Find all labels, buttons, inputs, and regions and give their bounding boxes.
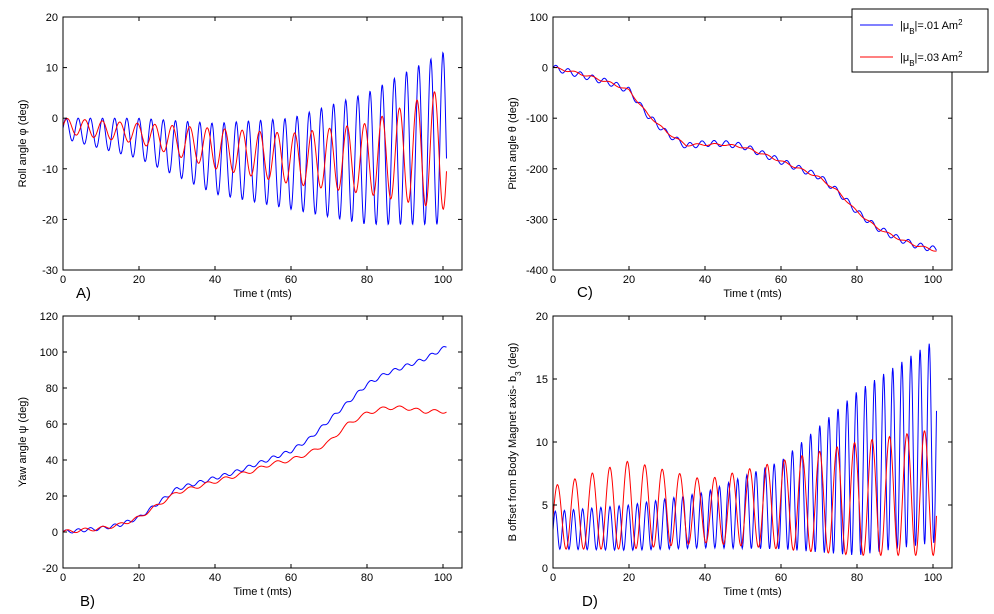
legend-sup: 2 — [958, 18, 963, 27]
x-tick-label: 0 — [60, 274, 66, 286]
panel-label: C) — [577, 284, 593, 301]
y-axis-label-tail: (deg) — [507, 343, 519, 372]
legend-entry-label: |μB|=.03 Am2 — [900, 50, 963, 68]
series-line-blue — [63, 51, 447, 226]
y-tick-label: 0 — [542, 63, 548, 75]
x-tick-label: 100 — [434, 572, 452, 584]
x-tick-label: 20 — [623, 274, 635, 286]
x-tick-label: 100 — [924, 572, 942, 584]
y-tick-label: 0 — [542, 563, 548, 575]
y-axis-label: Pitch angle θ (deg) — [507, 97, 519, 189]
x-tick-label: 80 — [851, 572, 863, 584]
y-tick-label: 5 — [542, 500, 548, 512]
plot-frame — [552, 16, 953, 271]
series-line-red — [553, 430, 937, 557]
panel-label: D) — [582, 593, 598, 610]
panel-label: B) — [80, 593, 95, 610]
panel-d: 0 20 40 60 80 100 0 5 10 15 20 Time t (mts) B offset… — [507, 311, 953, 610]
x-tick-label: 20 — [133, 274, 145, 286]
x-tick-label: 80 — [361, 274, 373, 286]
series-line-red — [63, 405, 447, 534]
legend-mu: μ — [903, 52, 909, 64]
x-tick-label: 100 — [924, 274, 942, 286]
legend-mu: μ — [903, 20, 909, 32]
x-axis-label: Time t (mts) — [233, 288, 291, 300]
y-tick-label: -20 — [42, 563, 58, 575]
x-tick-label: 40 — [209, 572, 221, 584]
y-tick-label: -300 — [526, 214, 548, 226]
x-tick-label: 100 — [434, 274, 452, 286]
y-axis-label-sub: 3 — [514, 371, 523, 376]
y-tick-label: 20 — [536, 311, 548, 323]
legend-sup: 2 — [958, 50, 963, 59]
x-axis-label: Time t (mts) — [233, 586, 291, 598]
x-tick-label: 0 — [550, 572, 556, 584]
y-tick-label: 0 — [52, 527, 58, 539]
y-tick-label: -20 — [42, 214, 58, 226]
y-tick-label: 100 — [40, 347, 58, 359]
y-tick-label: 15 — [536, 374, 548, 386]
x-axis-label: Time t (mts) — [723, 288, 781, 300]
y-axis-label-main: B offset from Body Magnet axis- b — [507, 376, 519, 541]
legend-sub: B — [909, 27, 914, 36]
x-tick-label: 40 — [699, 274, 711, 286]
series-line-blue — [553, 64, 937, 252]
y-tick-label: 100 — [530, 12, 548, 24]
plot-frame — [62, 16, 463, 271]
legend-bar: | — [900, 52, 903, 64]
plot-frame — [62, 315, 463, 569]
legend-bar: | — [900, 20, 903, 32]
y-tick-label: 120 — [40, 311, 58, 323]
x-tick-label: 0 — [60, 572, 66, 584]
y-tick-label: -400 — [526, 265, 548, 277]
y-tick-label: 40 — [46, 455, 58, 467]
panel-label: A) — [76, 285, 91, 302]
y-tick-label: -10 — [42, 164, 58, 176]
x-tick-label: 20 — [133, 572, 145, 584]
legend-value: |=.03 Am — [915, 52, 959, 64]
x-tick-label: 80 — [361, 572, 373, 584]
y-axis-label: B offset from Body Magnet axis- b3 (deg) — [507, 343, 523, 542]
x-tick-label: 80 — [851, 274, 863, 286]
y-tick-label: -30 — [42, 265, 58, 277]
series-line-red — [553, 66, 937, 252]
x-tick-label: 0 — [550, 274, 556, 286]
x-tick-label: 60 — [775, 572, 787, 584]
y-tick-label: 0 — [52, 113, 58, 125]
panel-a: 0 20 40 60 80 100 -30 -20 -10 0 10 20 Time t (mts) Ro… — [17, 12, 463, 302]
legend: |μB|=.01 Am2|μB|=.03 Am2 — [851, 8, 989, 73]
y-tick-label: -200 — [526, 164, 548, 176]
y-tick-label: 20 — [46, 12, 58, 24]
legend-entry-label: |μB|=.01 Am2 — [900, 18, 963, 36]
legend-value: |=.01 Am — [915, 20, 959, 32]
y-tick-label: 60 — [46, 419, 58, 431]
x-axis-label: Time t (mts) — [723, 586, 781, 598]
legend-box — [851, 8, 989, 73]
x-tick-label: 60 — [285, 572, 297, 584]
y-tick-label: -100 — [526, 113, 548, 125]
panel-c: 0 20 40 60 80 100 -400 -300 -200 -100 0 100 Time t (… — [507, 12, 953, 301]
series-line-blue — [553, 343, 937, 556]
y-axis-label: Yaw angle ψ (deg) — [17, 397, 29, 487]
y-axis-label: Roll angle φ (deg) — [17, 100, 29, 188]
series-line-red — [63, 91, 447, 211]
legend-sub: B — [909, 59, 914, 68]
y-tick-label: 10 — [46, 63, 58, 75]
x-tick-label: 20 — [623, 572, 635, 584]
x-tick-label: 60 — [285, 274, 297, 286]
y-tick-label: 10 — [536, 437, 548, 449]
x-tick-label: 40 — [699, 572, 711, 584]
y-tick-label: 20 — [46, 491, 58, 503]
x-tick-label: 60 — [775, 274, 787, 286]
series-line-blue — [63, 346, 447, 534]
y-tick-label: 80 — [46, 383, 58, 395]
x-tick-label: 40 — [209, 274, 221, 286]
